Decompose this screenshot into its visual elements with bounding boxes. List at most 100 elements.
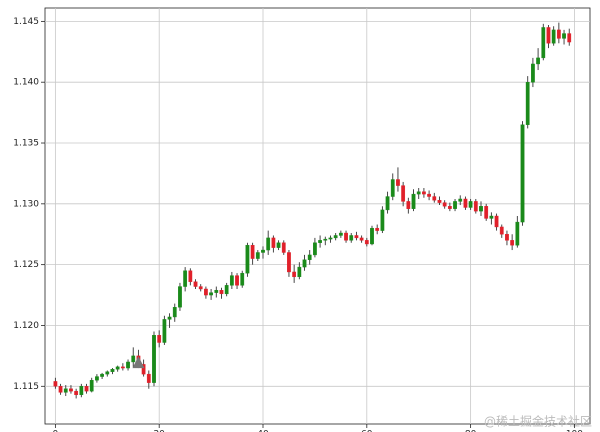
candle-body [370, 227, 374, 245]
candle-body [198, 286, 203, 290]
candle-body [375, 227, 380, 231]
candle-body [172, 307, 177, 318]
candle-body [515, 221, 520, 246]
y-tick-label: 1.125 [13, 260, 39, 270]
candle-body [131, 355, 136, 363]
candle-body [178, 286, 182, 308]
candle-body [204, 288, 208, 296]
x-tick-label: 100 [566, 430, 583, 432]
candle-body [323, 238, 328, 241]
candle-body [162, 319, 167, 343]
candle-body [250, 244, 255, 259]
candle-body [255, 252, 260, 259]
candle-body [276, 242, 281, 248]
candle-body [437, 199, 442, 203]
candle-body [359, 237, 364, 241]
candle-body [214, 289, 219, 293]
candle-body [79, 386, 84, 396]
candle-body [484, 206, 489, 219]
candle-body [494, 215, 499, 228]
candle-body [453, 201, 457, 209]
x-tick-label: 80 [465, 430, 477, 432]
candle-body [468, 201, 473, 208]
candle-body [385, 196, 390, 211]
x-tick-label: 0 [53, 430, 59, 432]
candle-body [344, 232, 348, 241]
plot-frame [44, 7, 591, 425]
candle-body [525, 81, 530, 125]
candle-body [333, 235, 338, 239]
candle-body [489, 215, 494, 219]
candle-body [338, 232, 343, 236]
candle-body [53, 381, 58, 387]
candle-body [447, 206, 452, 209]
candle-body [458, 198, 463, 202]
candle-body [328, 237, 333, 240]
candle-body [406, 201, 411, 209]
candle-body [224, 285, 229, 295]
x-tick-label: 20 [153, 430, 165, 432]
candle-body [567, 33, 572, 43]
candle-body [505, 234, 509, 241]
candle-body [556, 29, 561, 39]
candle-body [546, 27, 551, 44]
candle-body [74, 390, 79, 396]
candle-body [510, 240, 515, 246]
candle-body [167, 316, 172, 320]
candle-body [463, 198, 468, 208]
candle-body [209, 292, 213, 296]
candle-body [551, 29, 556, 44]
candle-body [307, 254, 312, 260]
y-tick-label: 1.135 [13, 139, 39, 149]
candle-body [271, 237, 276, 248]
candle-body [396, 179, 400, 186]
candle-body [58, 386, 63, 393]
candle-body [541, 27, 546, 59]
candle-body [281, 242, 286, 253]
candle-body [115, 366, 120, 370]
x-tick-label: 60 [361, 430, 373, 432]
candle-body [105, 371, 110, 375]
candle-body [95, 376, 99, 381]
candle-body [531, 63, 535, 83]
candle-body [193, 281, 198, 287]
candle-body [422, 191, 426, 195]
y-tick-label: 1.130 [13, 199, 39, 209]
candle-body [427, 193, 431, 197]
watermark: @稀土掘金技术社区 [484, 414, 592, 429]
candle-body [261, 249, 265, 253]
candle-body [292, 271, 297, 278]
y-tick-label: 1.145 [13, 17, 39, 27]
candle-body [219, 289, 224, 295]
candle-body [416, 191, 421, 195]
y-tick-label: 1.115 [13, 382, 39, 392]
candle-body [84, 386, 89, 392]
candle-body [499, 226, 504, 235]
candle-body [126, 361, 130, 369]
candle-body [183, 270, 188, 287]
candle-body [69, 388, 73, 392]
candle-body [380, 209, 385, 231]
x-tick-label: 40 [257, 430, 269, 432]
candle-body [235, 275, 239, 286]
candle-body [401, 185, 406, 202]
candle-body [157, 335, 162, 343]
candle-body [141, 364, 146, 375]
candle-body [520, 124, 525, 223]
candle-body [349, 235, 354, 241]
candle-body [562, 33, 566, 39]
candle-body [473, 201, 478, 212]
candle-body [245, 244, 250, 274]
candle-body [266, 237, 271, 251]
candle-body [411, 193, 416, 209]
candle-body [432, 196, 437, 201]
candle-body [120, 366, 125, 369]
candle-body [364, 240, 369, 245]
candle-body [146, 373, 151, 383]
candle-body [89, 380, 94, 392]
marker [132, 356, 145, 369]
candle-body [152, 335, 156, 383]
candle-body [313, 242, 317, 256]
candle-body [479, 206, 483, 212]
